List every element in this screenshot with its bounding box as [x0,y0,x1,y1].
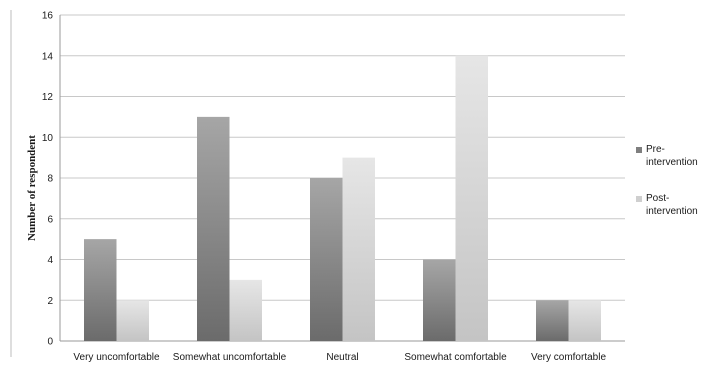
x-category-label: Very comfortable [531,352,606,363]
legend: Pre-intervention Post-intervention [636,144,698,217]
y-tick-label: 2 [47,296,53,307]
bar-pre-intervention [536,300,569,341]
x-category-label: Somewhat uncomfortable [173,352,287,363]
y-tick-label: 12 [42,92,54,103]
bars [84,55,601,341]
y-tick-label: 0 [47,337,53,348]
bar-post-intervention [229,279,262,341]
legend-swatch [636,147,642,153]
bar-pre-intervention [84,239,117,341]
y-axis-ticks: 0 2 4 6 8 10 12 14 16 [42,11,54,348]
y-tick-label: 6 [47,214,53,225]
bar-post-intervention [342,157,375,341]
x-category-label: Very uncomfortable [73,352,160,363]
y-tick-label: 16 [42,11,54,22]
legend-label: Pre-intervention [646,144,698,168]
bar-pre-intervention [197,116,230,341]
y-tick-label: 10 [42,133,54,144]
bar-post-intervention [116,300,149,341]
y-tick-label: 8 [47,174,53,185]
y-tick-label: 4 [47,255,53,266]
bar-post-intervention [568,300,601,341]
x-category-label: Neutral [326,352,358,363]
legend-swatch [636,196,642,202]
x-category-label: Somewhat comfortable [404,352,507,363]
bar-pre-intervention [310,178,343,341]
legend-label: Post-intervention [646,193,698,217]
bar-post-intervention [455,55,488,341]
y-tick-label: 14 [42,51,54,62]
bar-pre-intervention [423,259,456,341]
x-axis-categories: Very uncomfortable Somewhat uncomfortable… [73,352,606,363]
y-axis-title: Number of respondent [26,135,38,241]
